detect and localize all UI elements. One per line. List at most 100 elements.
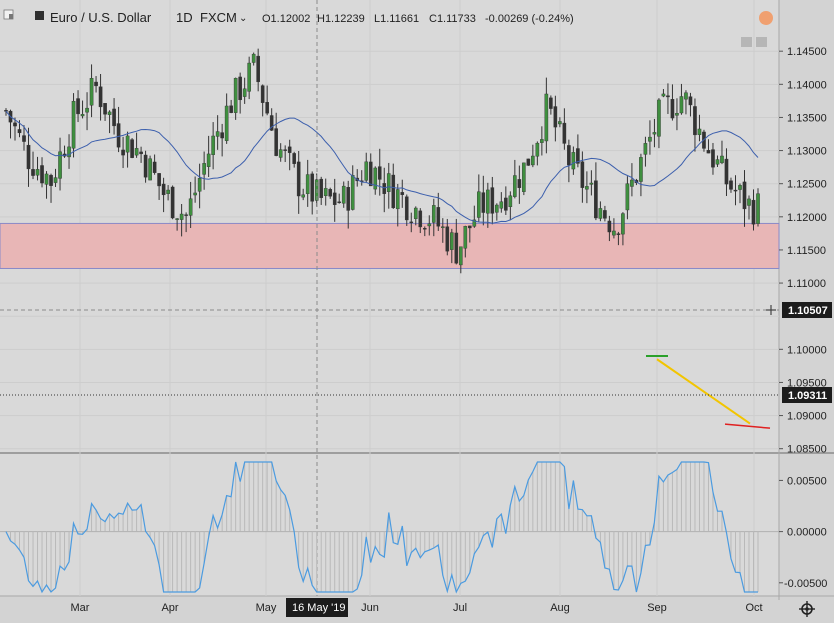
candle xyxy=(220,123,224,157)
crosshair-price-label: 1.10507 xyxy=(788,305,828,317)
last-price-label: 1.09311 xyxy=(788,390,827,402)
candle xyxy=(549,95,553,115)
candle xyxy=(670,84,675,121)
candle xyxy=(40,157,44,188)
candle xyxy=(418,208,423,234)
time-tick-label: Mar xyxy=(71,602,90,614)
time-tick-label: Jun xyxy=(361,602,379,614)
candle xyxy=(148,155,152,181)
oscillator-axis[interactable]: 0.00500 0.00000 -0.00500 xyxy=(779,475,827,590)
candle xyxy=(157,173,161,200)
interval-label[interactable]: 1D xyxy=(176,10,193,25)
candle xyxy=(175,218,179,231)
candle xyxy=(130,138,134,159)
resistance-zone[interactable] xyxy=(0,222,780,269)
price-tick-label: 1.13000 xyxy=(787,146,827,158)
time-axis[interactable]: Mar Apr May Jun Jul Aug Sep Oct xyxy=(71,602,763,614)
crosshair-price-callout: 1.10507 xyxy=(782,302,832,318)
price-axis-background[interactable] xyxy=(779,0,834,600)
candle xyxy=(368,153,373,187)
candle xyxy=(440,218,445,243)
candle xyxy=(652,118,657,148)
candle xyxy=(85,92,89,131)
trend-line[interactable] xyxy=(656,358,751,425)
candle xyxy=(697,114,702,142)
price-tick-label: 1.08500 xyxy=(787,444,827,456)
candle xyxy=(742,170,747,227)
candle xyxy=(454,218,459,265)
candle xyxy=(661,89,666,98)
candle xyxy=(522,162,526,196)
maximize-pane-icon[interactable] xyxy=(756,37,767,47)
time-tick-label: Sep xyxy=(647,602,667,614)
candle xyxy=(409,212,414,233)
symbol-name[interactable]: Euro / U.S. Dollar xyxy=(50,10,152,25)
crosshair-plus-icon[interactable] xyxy=(766,305,776,315)
candle xyxy=(391,163,396,209)
candle xyxy=(179,204,184,237)
candle xyxy=(395,183,400,227)
candle xyxy=(337,193,342,204)
candle xyxy=(53,168,58,188)
candle xyxy=(625,176,630,220)
candle xyxy=(71,93,76,158)
candle xyxy=(323,178,328,206)
candle xyxy=(459,246,463,274)
chevron-down-icon[interactable]: ⌄ xyxy=(239,13,247,24)
candle xyxy=(58,137,62,191)
candle xyxy=(688,92,693,117)
candle xyxy=(382,167,387,213)
status-indicator-icon[interactable] xyxy=(759,11,773,25)
candle xyxy=(26,127,31,187)
candle xyxy=(751,189,756,231)
candle xyxy=(76,90,80,123)
price-tick-label: 1.09500 xyxy=(787,377,827,389)
collapse-pane-icon[interactable] xyxy=(741,37,752,47)
candle xyxy=(184,212,188,233)
time-axis-background[interactable] xyxy=(0,596,834,623)
candle xyxy=(598,201,603,222)
candle xyxy=(211,122,215,170)
candle xyxy=(589,170,594,196)
pane-controls[interactable] xyxy=(741,37,767,47)
support-line[interactable] xyxy=(724,423,771,429)
candle xyxy=(436,192,441,231)
oscillator-pane-background[interactable] xyxy=(0,454,779,596)
candle xyxy=(197,163,202,209)
candle xyxy=(332,178,337,222)
candle xyxy=(319,176,324,205)
candle xyxy=(400,179,405,208)
candle xyxy=(504,186,508,215)
candle xyxy=(22,125,26,151)
osc-tick-label: -0.00500 xyxy=(784,578,827,590)
candle xyxy=(341,181,346,208)
change-value: -0.00269 (-0.24%) xyxy=(485,13,574,25)
settings-gear-icon[interactable] xyxy=(799,601,815,617)
candle xyxy=(607,215,612,242)
candle xyxy=(188,181,193,229)
candle xyxy=(49,173,53,203)
candle xyxy=(278,143,283,162)
candle xyxy=(666,83,670,114)
candle xyxy=(477,174,481,222)
candle xyxy=(274,112,278,157)
candle xyxy=(134,132,139,158)
legend-header[interactable]: Euro / U.S. Dollar 1D FXCM ⌄ O1.12002 H1… xyxy=(3,9,574,25)
price-axis[interactable]: 1.14500 1.14000 1.13500 1.13000 1.12500 1.120… xyxy=(779,46,827,456)
ohlc-high: H1.12239 xyxy=(317,13,365,25)
time-tick-label: Apr xyxy=(161,602,178,614)
source-label[interactable]: FXCM xyxy=(200,10,237,25)
candle xyxy=(193,176,197,203)
candle xyxy=(413,206,418,226)
candle xyxy=(31,151,35,180)
candle xyxy=(445,218,450,256)
candle xyxy=(305,159,310,207)
candle xyxy=(292,151,296,168)
candle xyxy=(711,142,715,175)
candle xyxy=(256,48,260,92)
candle xyxy=(373,166,378,195)
candle xyxy=(427,215,432,236)
candle xyxy=(310,171,315,215)
